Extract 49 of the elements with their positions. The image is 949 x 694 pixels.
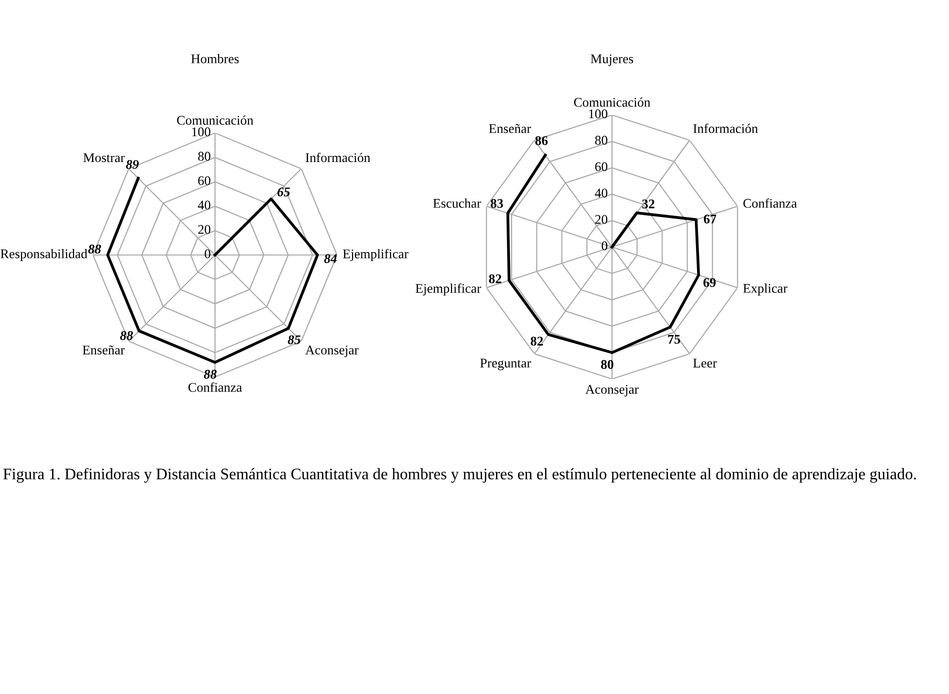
data-label: 69 <box>703 278 716 288</box>
spoke-label: Información <box>693 124 758 134</box>
y-tick-label: 100 <box>589 109 608 118</box>
spoke-label: Aconsejar <box>585 384 639 397</box>
data-label: 88 <box>204 370 217 379</box>
spoke-label: Enseñar <box>489 124 532 134</box>
spoke-label: Aconsejar <box>305 346 359 358</box>
spoke-label: Información <box>306 152 370 162</box>
spoke-label: Confianza <box>743 198 797 208</box>
spoke-label: Preguntar <box>480 358 532 370</box>
data-label: 88 <box>120 331 133 340</box>
data-label: 67 <box>704 214 716 224</box>
y-tick-label: 60 <box>595 162 608 172</box>
spoke-label: Explicar <box>743 284 788 296</box>
data-label: 85 <box>288 335 300 344</box>
data-label: 83 <box>490 198 504 208</box>
data-label: 75 <box>668 334 680 344</box>
data-label: 86 <box>535 136 548 146</box>
spoke-label: Mostrar <box>83 153 125 162</box>
chart-title: Mujeres <box>590 54 634 66</box>
spoke-label: Comunicación <box>177 115 254 125</box>
spoke-label: Ejemplificar <box>416 283 482 296</box>
y-tick-label: 20 <box>595 215 608 224</box>
y-tick-label: 20 <box>198 225 210 234</box>
spoke-label: Confianza <box>188 382 242 392</box>
data-label: 88 <box>88 244 101 254</box>
spoke-label: Enseñar <box>82 345 125 354</box>
y-tick-label: 40 <box>198 200 210 210</box>
data-label: 82 <box>530 336 543 346</box>
data-label: 89 <box>126 160 139 169</box>
y-tick-label: 100 <box>192 127 210 136</box>
data-label: 32 <box>642 200 654 208</box>
data-label: 65 <box>278 188 290 196</box>
y-tick-label: 40 <box>594 188 608 198</box>
spoke-label: Ejemplificar <box>342 248 408 262</box>
text: Figura 1. Definidoras y Distancia Semántica Cuantitativa de hombres y mujeres en el estímulo perteneciente al dominio de aprendizaje guiado. <box>3 468 916 483</box>
chart-title: Hombres <box>191 54 239 64</box>
data-label: 84 <box>324 254 337 264</box>
spoke-label: Leer <box>693 358 717 368</box>
y-tick-label: 80 <box>595 136 608 145</box>
y-tick-label: 0 <box>602 241 608 250</box>
y-tick-label: 80 <box>198 152 210 161</box>
spoke-label: Escuchar <box>433 198 482 208</box>
spoke-label: Comunicación <box>574 97 650 107</box>
spoke-label: Responsabilidad <box>0 249 88 261</box>
data-label: 80 <box>601 360 614 369</box>
y-tick-label: 60 <box>198 176 210 186</box>
data-label: 82 <box>489 274 502 284</box>
y-tick-label: 0 <box>204 249 210 258</box>
